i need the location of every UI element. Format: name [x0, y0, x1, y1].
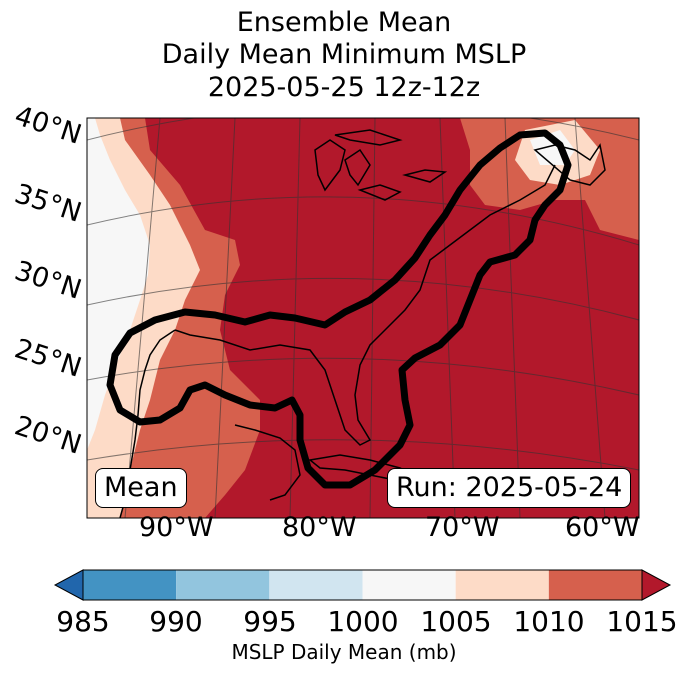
graticule: [87, 118, 639, 518]
lon-label-70w: 70°W: [425, 512, 500, 543]
colorbar-segment: [176, 570, 270, 600]
field-995-1000-west: [87, 118, 150, 450]
colorbar-segment: [548, 570, 642, 600]
east-coast: [174, 164, 556, 446]
colorbar: [53, 569, 672, 601]
colorbar-segment: [269, 570, 363, 600]
colorbar-segment: [83, 570, 177, 600]
colorbar-tick-1000: 1000: [327, 605, 399, 638]
threshold-contour: [106, 129, 572, 489]
lon-label-80w: 80°W: [282, 512, 357, 543]
colorbar-tick-995: 995: [243, 605, 297, 638]
colorbar-tick-990: 990: [149, 605, 203, 638]
colorbar-extend-low: [53, 569, 84, 601]
colorbar-tick-1005: 1005: [420, 605, 492, 638]
colorbar-tick-1015: 1015: [606, 605, 678, 638]
colorbar-tick-1010: 1010: [513, 605, 585, 638]
colorbar-outline: [82, 569, 643, 601]
title-line-2: Daily Mean Minimum MSLP: [161, 39, 527, 70]
colorbar-label: MSLP Daily Mean (mb): [231, 640, 457, 664]
colorbar-extend-high: [641, 569, 672, 601]
run-date-badge: Run: 2025-05-24: [387, 468, 632, 508]
title-line-1: Ensemble Mean: [236, 7, 452, 38]
yucatan: [234, 424, 301, 501]
colorbar-tick-985: 985: [56, 605, 110, 638]
lon-label-60w: 60°W: [565, 512, 640, 543]
title-line-3: 2025-05-25 12z-12z: [207, 72, 481, 103]
colorbar-segment: [362, 570, 456, 600]
great-lakes: [314, 129, 448, 201]
mean-badge: Mean: [95, 468, 187, 508]
lon-label-90w: 90°W: [139, 512, 214, 543]
colorbar-segment: [455, 570, 549, 600]
